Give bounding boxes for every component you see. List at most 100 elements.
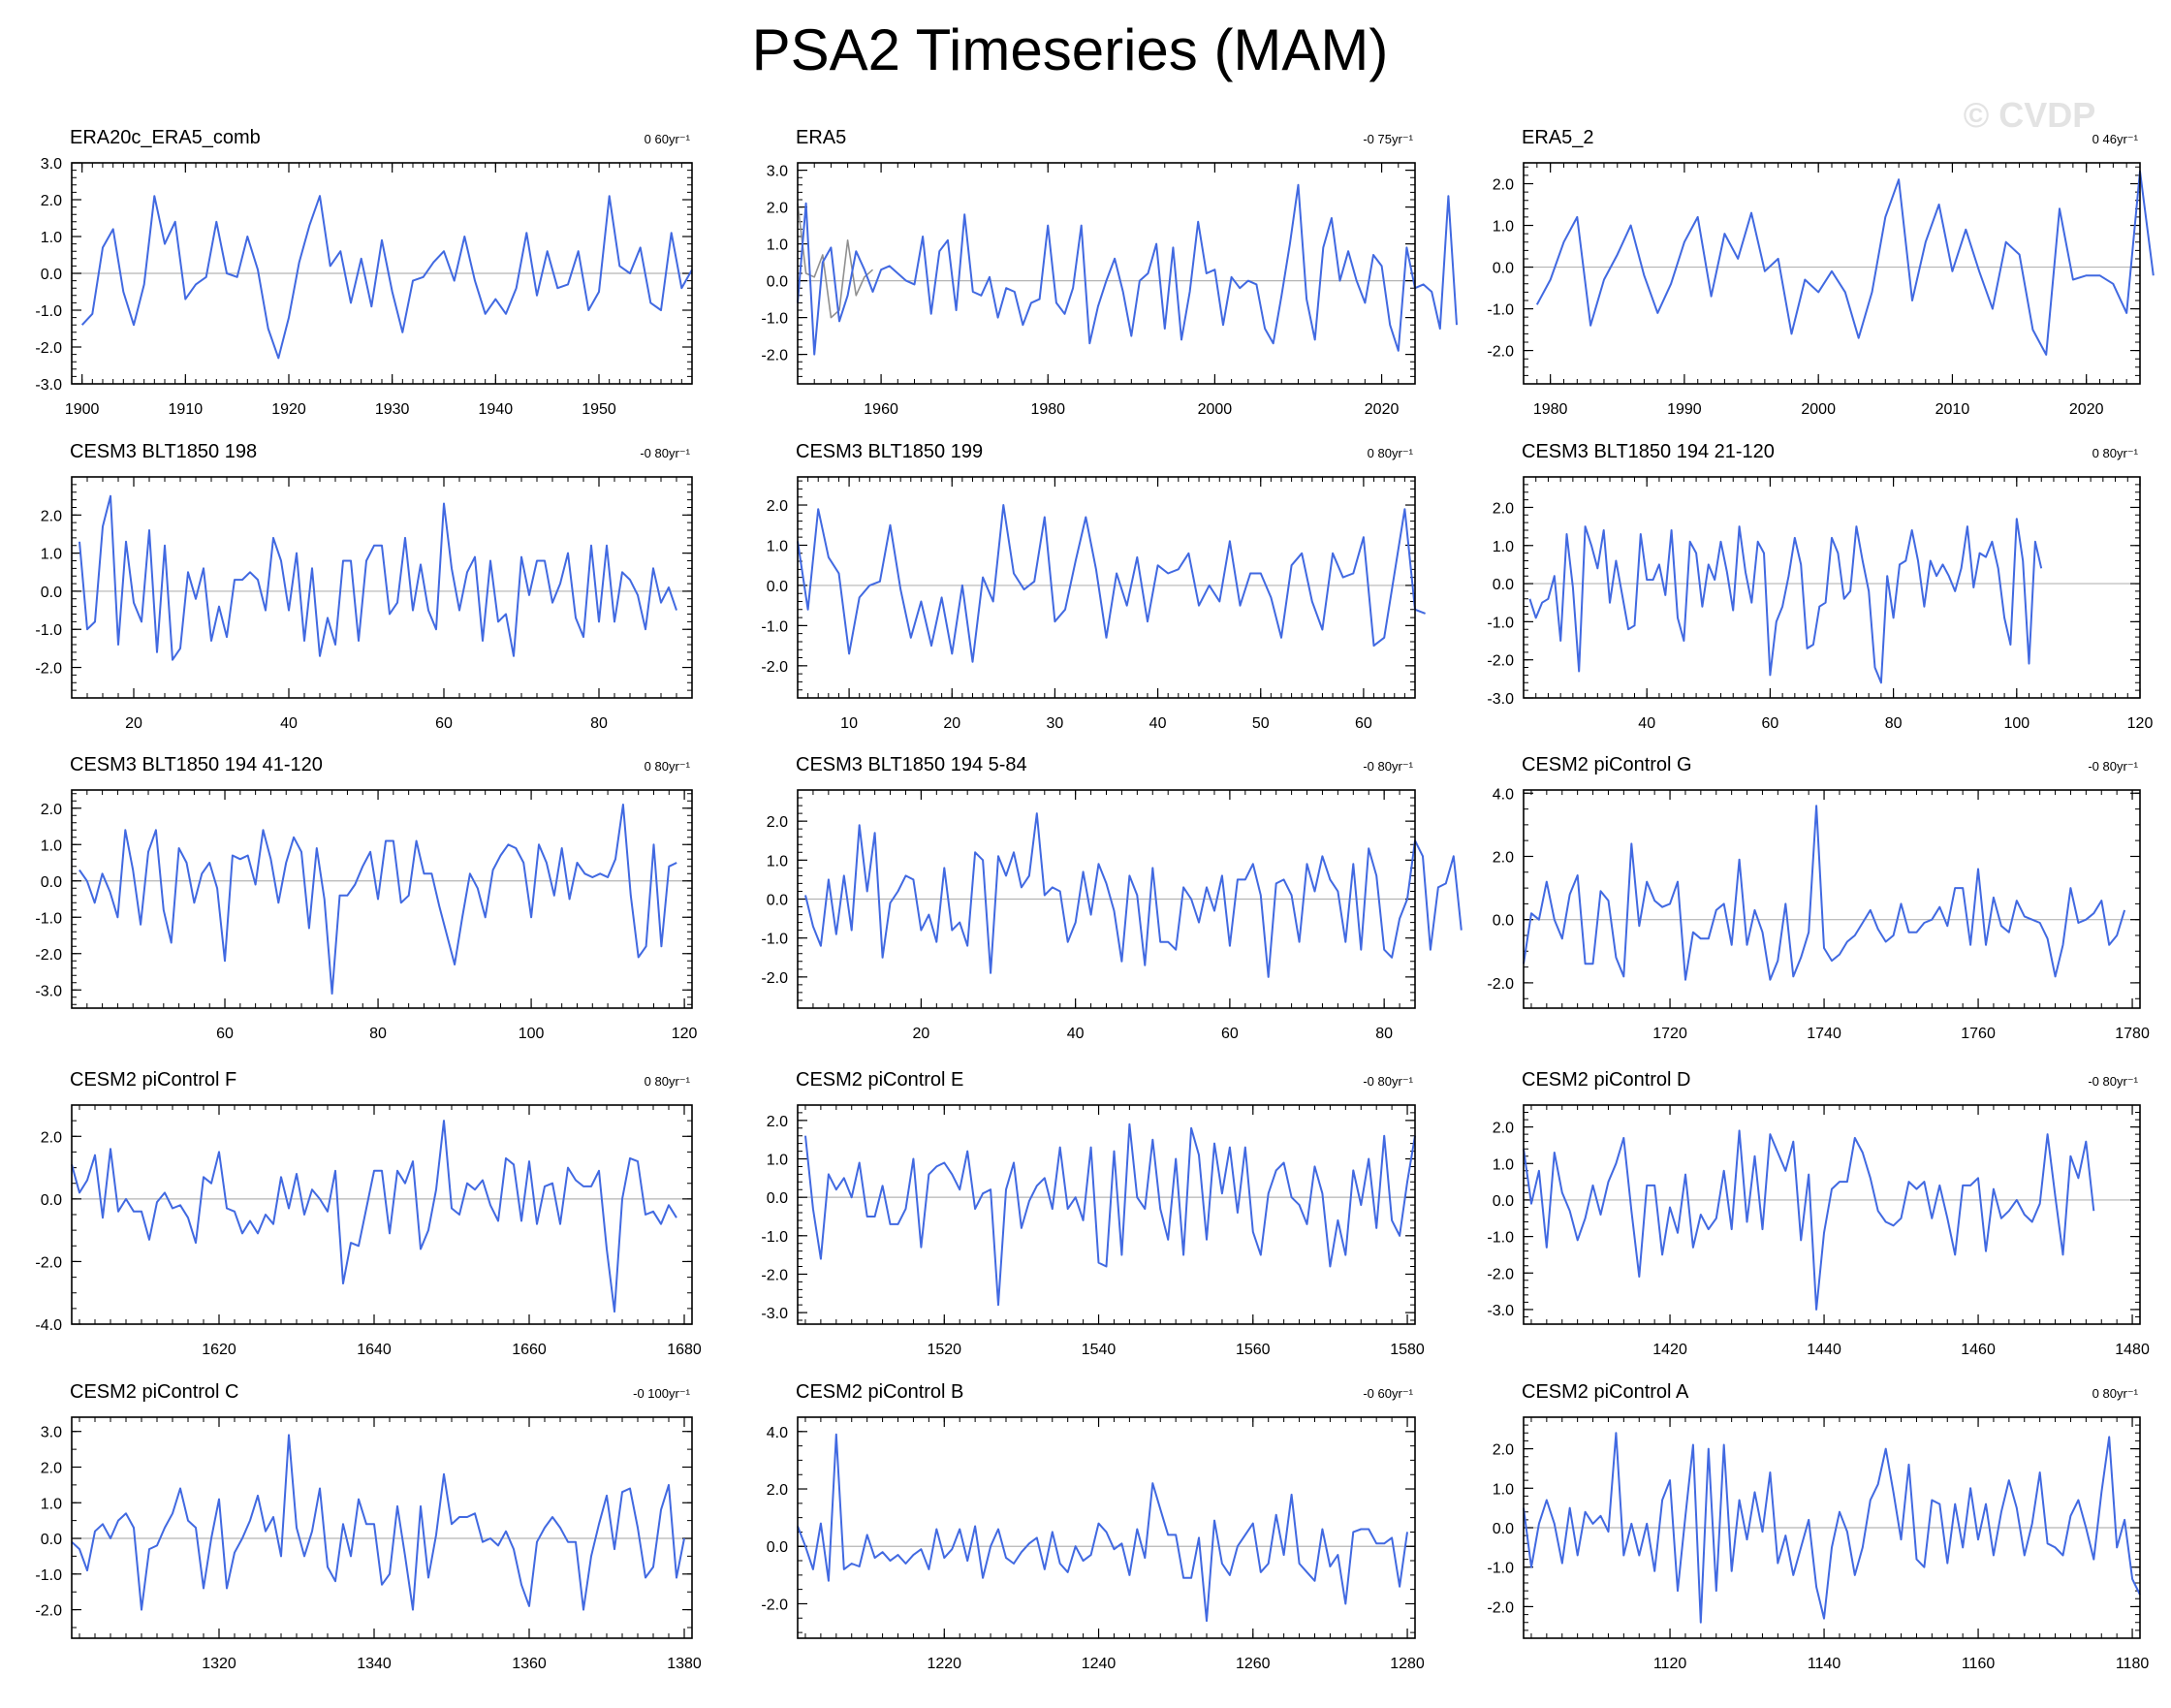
panel-title: CESM2 piControl B <box>796 1381 963 1403</box>
y-tick-label: -1.0 <box>761 932 788 948</box>
x-tick-label: 80 <box>1375 1026 1393 1042</box>
panel-title: CESM3 BLT1850 194 41-120 <box>70 754 323 775</box>
y-tick-label: 1.0 <box>1493 219 1514 236</box>
x-tick-label: 80 <box>590 715 608 732</box>
y-minor-ticks <box>798 1416 1415 1633</box>
plot-frame <box>797 162 1416 385</box>
y-tick-label: -3.0 <box>1487 1303 1514 1319</box>
plot-frame <box>1523 162 2141 385</box>
y-tick-label: -1.0 <box>1487 1230 1514 1247</box>
series-line <box>1523 1432 2141 1624</box>
y-tick-label: -2.0 <box>35 340 62 357</box>
trend-label: -0 80yr⁻¹ <box>640 446 690 460</box>
trend-label: -0 80yr⁻¹ <box>1363 759 1413 774</box>
y-tick-label: 0.0 <box>1493 261 1514 277</box>
x-tick-label: 40 <box>1149 715 1167 732</box>
y-tick-label: 2.0 <box>1493 500 1514 517</box>
x-tick-label: 60 <box>1762 715 1779 732</box>
y-tick-label: -2.0 <box>35 947 62 964</box>
plot-frame <box>797 1416 1416 1639</box>
y-minor-ticks <box>72 476 692 691</box>
x-tick-label: 1460 <box>1961 1342 1996 1358</box>
y-tick-label: -2.0 <box>1487 976 1514 993</box>
x-tick-label: 120 <box>2127 715 2154 732</box>
y-tick-label: 1.0 <box>1493 1156 1514 1173</box>
y-tick-label: 0.0 <box>1493 1521 1514 1537</box>
y-tick-label: 2.0 <box>41 193 62 209</box>
plot-frame <box>71 1416 693 1639</box>
y-tick-label: 3.0 <box>41 156 62 173</box>
panel-8: CESM2 piControl G -0 80yr⁻¹ 1720 1740 1760 17… <box>1487 754 2150 1042</box>
panel-title: CESM3 BLT1850 199 <box>796 441 983 462</box>
x-tick-label: 20 <box>125 715 142 732</box>
y-tick-label: 4.0 <box>767 1425 788 1441</box>
y-tick-label: -1.0 <box>761 1229 788 1246</box>
x-tick-label: 1160 <box>1962 1656 1996 1672</box>
x-tick-label: 1760 <box>1961 1026 1996 1042</box>
trend-label: -0 100yr⁻¹ <box>633 1386 691 1401</box>
x-tick-label: 30 <box>1047 715 1064 732</box>
y-tick-label: -1.0 <box>35 303 62 320</box>
x-tick-label: 1480 <box>2115 1342 2150 1358</box>
y-tick-label: 0.0 <box>41 874 62 891</box>
plot-frame <box>1523 789 2141 1009</box>
panel-9: CESM2 piControl F 0 80yr⁻¹ 1620 1640 1660 168… <box>35 1069 701 1358</box>
trend-label: 0 80yr⁻¹ <box>2092 1386 2139 1401</box>
x-tick-label: 1420 <box>1652 1342 1687 1358</box>
x-tick-label: 40 <box>280 715 298 732</box>
x-tick-label: 1920 <box>271 401 306 418</box>
y-tick-label: -1.0 <box>1487 302 1514 319</box>
x-tick-label: 1940 <box>479 401 514 418</box>
y-tick-label: 1.0 <box>1493 1481 1514 1498</box>
y-tick-label: -2.0 <box>761 348 788 364</box>
y-tick-label: -2.0 <box>761 1597 788 1613</box>
panel-14: CESM2 piControl A 0 80yr⁻¹ 1120 1140 1160 118… <box>1487 1381 2149 1672</box>
x-minor-ticks <box>71 477 693 698</box>
x-minor-ticks <box>79 1417 685 1638</box>
x-tick-label: 80 <box>1885 715 1903 732</box>
series-line <box>797 504 1426 663</box>
x-tick-label: 1980 <box>1533 401 1568 418</box>
y-tick-label: -2.0 <box>761 659 788 676</box>
trend-label: 0 80yr⁻¹ <box>645 1074 691 1089</box>
plot-frame <box>797 789 1416 1009</box>
x-tick-label: 1320 <box>202 1656 236 1672</box>
x-tick-label: 10 <box>840 715 858 732</box>
y-tick-label: 0.0 <box>767 274 788 291</box>
x-tick-label: 1380 <box>667 1656 702 1672</box>
y-tick-label: -1.0 <box>1487 1561 1514 1577</box>
x-tick-label: 2000 <box>1198 401 1233 418</box>
y-tick-label: 1.0 <box>41 230 62 246</box>
panel-13: CESM2 piControl B -0 60yr⁻¹ 1220 1240 1260 12… <box>761 1381 1425 1672</box>
plot-frame <box>71 476 693 699</box>
y-tick-label: 0.0 <box>1493 1193 1514 1210</box>
panel-title: ERA5_2 <box>1522 127 1594 148</box>
y-tick-label: 2.0 <box>41 508 62 524</box>
series-line <box>80 195 693 360</box>
y-minor-ticks <box>798 1104 1415 1321</box>
panel-title: CESM2 piControl A <box>1522 1381 1689 1403</box>
y-tick-label: 0.0 <box>41 585 62 601</box>
panel-title: ERA5 <box>796 127 846 148</box>
x-tick-label: 1740 <box>1807 1026 1841 1042</box>
series-line <box>1528 518 2043 684</box>
y-tick-label: 2.0 <box>1493 177 1514 194</box>
panel-5: CESM3 BLT1850 194 21-120 0 80yr⁻¹ 40 60 80 10… <box>1487 441 2153 732</box>
y-tick-label: 2.0 <box>767 1482 788 1499</box>
panel-7: CESM3 BLT1850 194 5-84 -0 80yr⁻¹ 20 40 60 80 -… <box>761 754 1463 1042</box>
x-tick-label: 1360 <box>512 1656 547 1672</box>
x-tick-label: 1540 <box>1082 1342 1117 1358</box>
plot-frame <box>797 476 1416 699</box>
y-tick-label: 1.0 <box>41 547 62 563</box>
panel-12: CESM2 piControl C -0 100yr⁻¹ 1320 1340 1360 1… <box>35 1381 701 1672</box>
y-minor-ticks <box>798 162 1415 377</box>
x-tick-label: 1180 <box>2116 1656 2150 1672</box>
panel-title: CESM2 piControl G <box>1522 754 1692 775</box>
x-tick-label: 120 <box>672 1026 698 1042</box>
x-tick-label: 1120 <box>1653 1656 1687 1672</box>
y-minor-ticks <box>798 789 1415 1001</box>
y-tick-label: 1.0 <box>767 237 788 254</box>
y-tick-label: -2.0 <box>761 970 788 987</box>
x-tick-label: 20 <box>913 1026 930 1042</box>
